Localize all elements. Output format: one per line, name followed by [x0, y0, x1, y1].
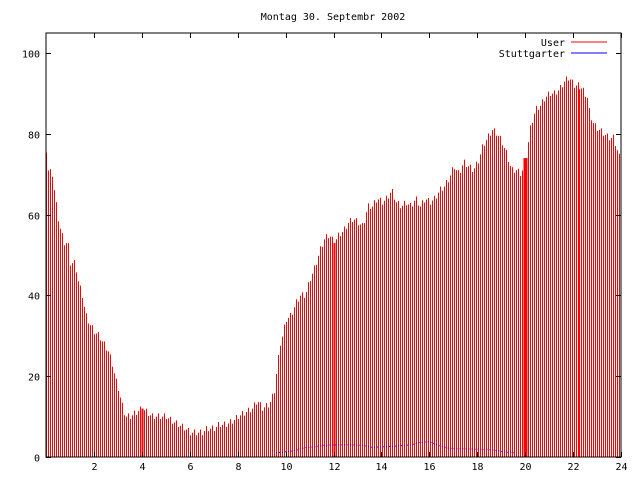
- x-tick-label: 22: [567, 462, 579, 473]
- chart-title: Montag 30. Septembr 2002: [261, 12, 406, 23]
- x-tick-label: 14: [375, 462, 387, 473]
- x-tick-label: 4: [139, 462, 145, 473]
- x-axis-ticks: 2 4 6 8 10 12 14 16 18 20 22 24: [91, 33, 628, 473]
- x-tick-label: 10: [280, 462, 292, 473]
- x-tick-label: 12: [328, 462, 340, 473]
- plot-border: [45, 32, 622, 458]
- x-tick-label: 2: [91, 462, 97, 473]
- y-tick-label: 100: [22, 50, 40, 61]
- user-series-bars: [46, 76, 620, 457]
- stuttgarter-series-line: [275, 441, 516, 454]
- y-axis-ticks: 0 20 40 60 80 100: [22, 50, 621, 465]
- x-tick-label: 18: [471, 462, 483, 473]
- x-tick-label: 24: [615, 462, 627, 473]
- legend: User Stuttgarter: [499, 38, 607, 60]
- plot-frame: [45, 32, 622, 458]
- y-tick-label: 40: [28, 292, 40, 303]
- y-tick-label: 20: [28, 373, 40, 384]
- x-tick-label: 8: [235, 462, 241, 473]
- legend-label-stuttgarter: Stuttgarter: [499, 49, 565, 60]
- stuttgarter-line-path: [275, 441, 516, 454]
- y-tick-label: 0: [34, 454, 40, 465]
- x-tick-label: 16: [423, 462, 435, 473]
- x-tick-label: 6: [187, 462, 193, 473]
- legend-label-user: User: [541, 38, 565, 49]
- y-tick-label: 60: [28, 212, 40, 223]
- y-tick-label: 80: [28, 131, 40, 142]
- x-tick-label: 20: [519, 462, 531, 473]
